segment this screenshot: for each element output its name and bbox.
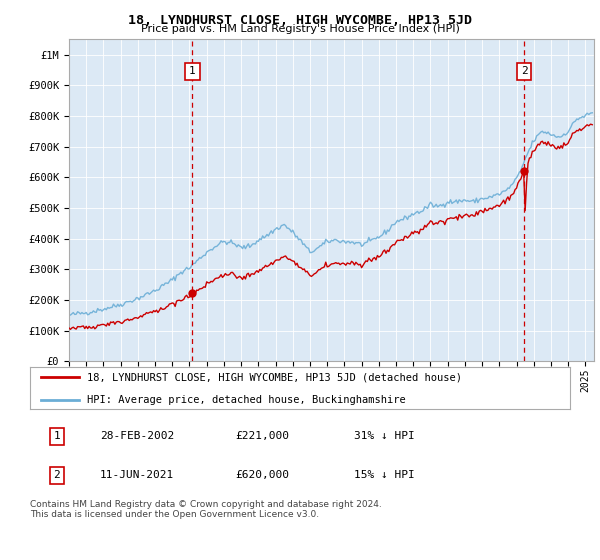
Text: 2: 2 [53,470,61,480]
Text: Price paid vs. HM Land Registry's House Price Index (HPI): Price paid vs. HM Land Registry's House … [140,24,460,34]
Text: 1: 1 [53,431,61,441]
Text: Contains HM Land Registry data © Crown copyright and database right 2024.
This d: Contains HM Land Registry data © Crown c… [30,500,382,519]
Text: 18, LYNDHURST CLOSE, HIGH WYCOMBE, HP13 5JD: 18, LYNDHURST CLOSE, HIGH WYCOMBE, HP13 … [128,14,472,27]
Text: 11-JUN-2021: 11-JUN-2021 [100,470,175,480]
Text: 31% ↓ HPI: 31% ↓ HPI [354,431,415,441]
Text: 15% ↓ HPI: 15% ↓ HPI [354,470,415,480]
Text: 2: 2 [521,67,527,76]
Text: 28-FEB-2002: 28-FEB-2002 [100,431,175,441]
Text: HPI: Average price, detached house, Buckinghamshire: HPI: Average price, detached house, Buck… [86,395,406,404]
Text: £620,000: £620,000 [235,470,289,480]
Text: £221,000: £221,000 [235,431,289,441]
Text: 1: 1 [189,67,196,76]
Text: 18, LYNDHURST CLOSE, HIGH WYCOMBE, HP13 5JD (detached house): 18, LYNDHURST CLOSE, HIGH WYCOMBE, HP13 … [86,372,462,382]
